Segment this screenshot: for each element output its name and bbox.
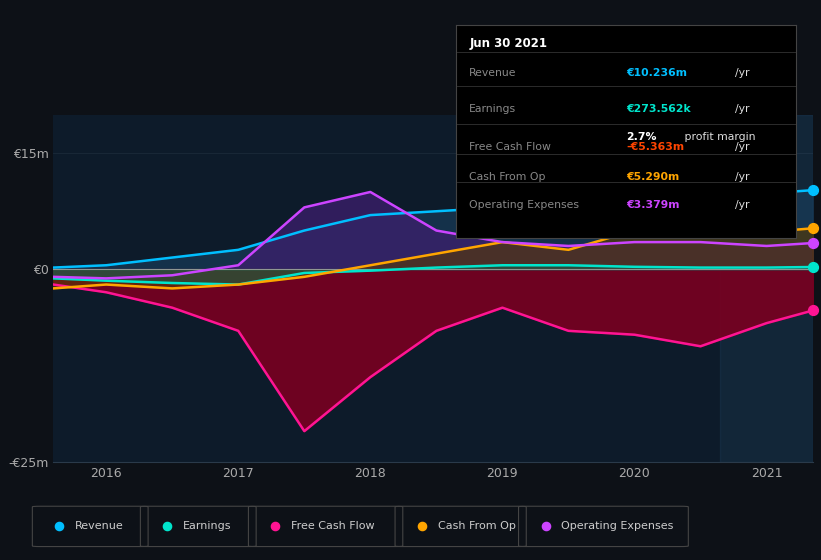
Text: €273.562k: €273.562k: [626, 104, 690, 114]
Text: €10.236m: €10.236m: [626, 68, 687, 78]
Text: /yr: /yr: [735, 142, 750, 152]
Text: Earnings: Earnings: [183, 521, 232, 531]
Text: Operating Expenses: Operating Expenses: [470, 200, 580, 209]
Bar: [720, 115, 813, 462]
Text: Cash From Op: Cash From Op: [470, 172, 546, 182]
Point: [806, 239, 819, 248]
Point: [161, 522, 174, 531]
Text: /yr: /yr: [735, 104, 750, 114]
Point: [806, 263, 819, 272]
Point: [53, 522, 66, 531]
Text: Free Cash Flow: Free Cash Flow: [470, 142, 551, 152]
Text: /yr: /yr: [735, 68, 750, 78]
Point: [806, 224, 819, 233]
Text: profit margin: profit margin: [681, 132, 755, 142]
Text: /yr: /yr: [735, 172, 750, 182]
Text: Earnings: Earnings: [470, 104, 516, 114]
Text: /yr: /yr: [735, 200, 750, 209]
Text: Operating Expenses: Operating Expenses: [561, 521, 673, 531]
Point: [415, 522, 429, 531]
Text: Jun 30 2021: Jun 30 2021: [470, 37, 548, 50]
Text: €5.290m: €5.290m: [626, 172, 679, 182]
Text: Free Cash Flow: Free Cash Flow: [291, 521, 374, 531]
Text: Cash From Op: Cash From Op: [438, 521, 516, 531]
Text: -€5.363m: -€5.363m: [626, 142, 684, 152]
Text: 2.7%: 2.7%: [626, 132, 657, 142]
Point: [269, 522, 282, 531]
Point: [806, 306, 819, 315]
Text: Revenue: Revenue: [470, 68, 516, 78]
Point: [539, 522, 553, 531]
Point: [806, 186, 819, 195]
Text: Revenue: Revenue: [75, 521, 123, 531]
Text: €3.379m: €3.379m: [626, 200, 680, 209]
